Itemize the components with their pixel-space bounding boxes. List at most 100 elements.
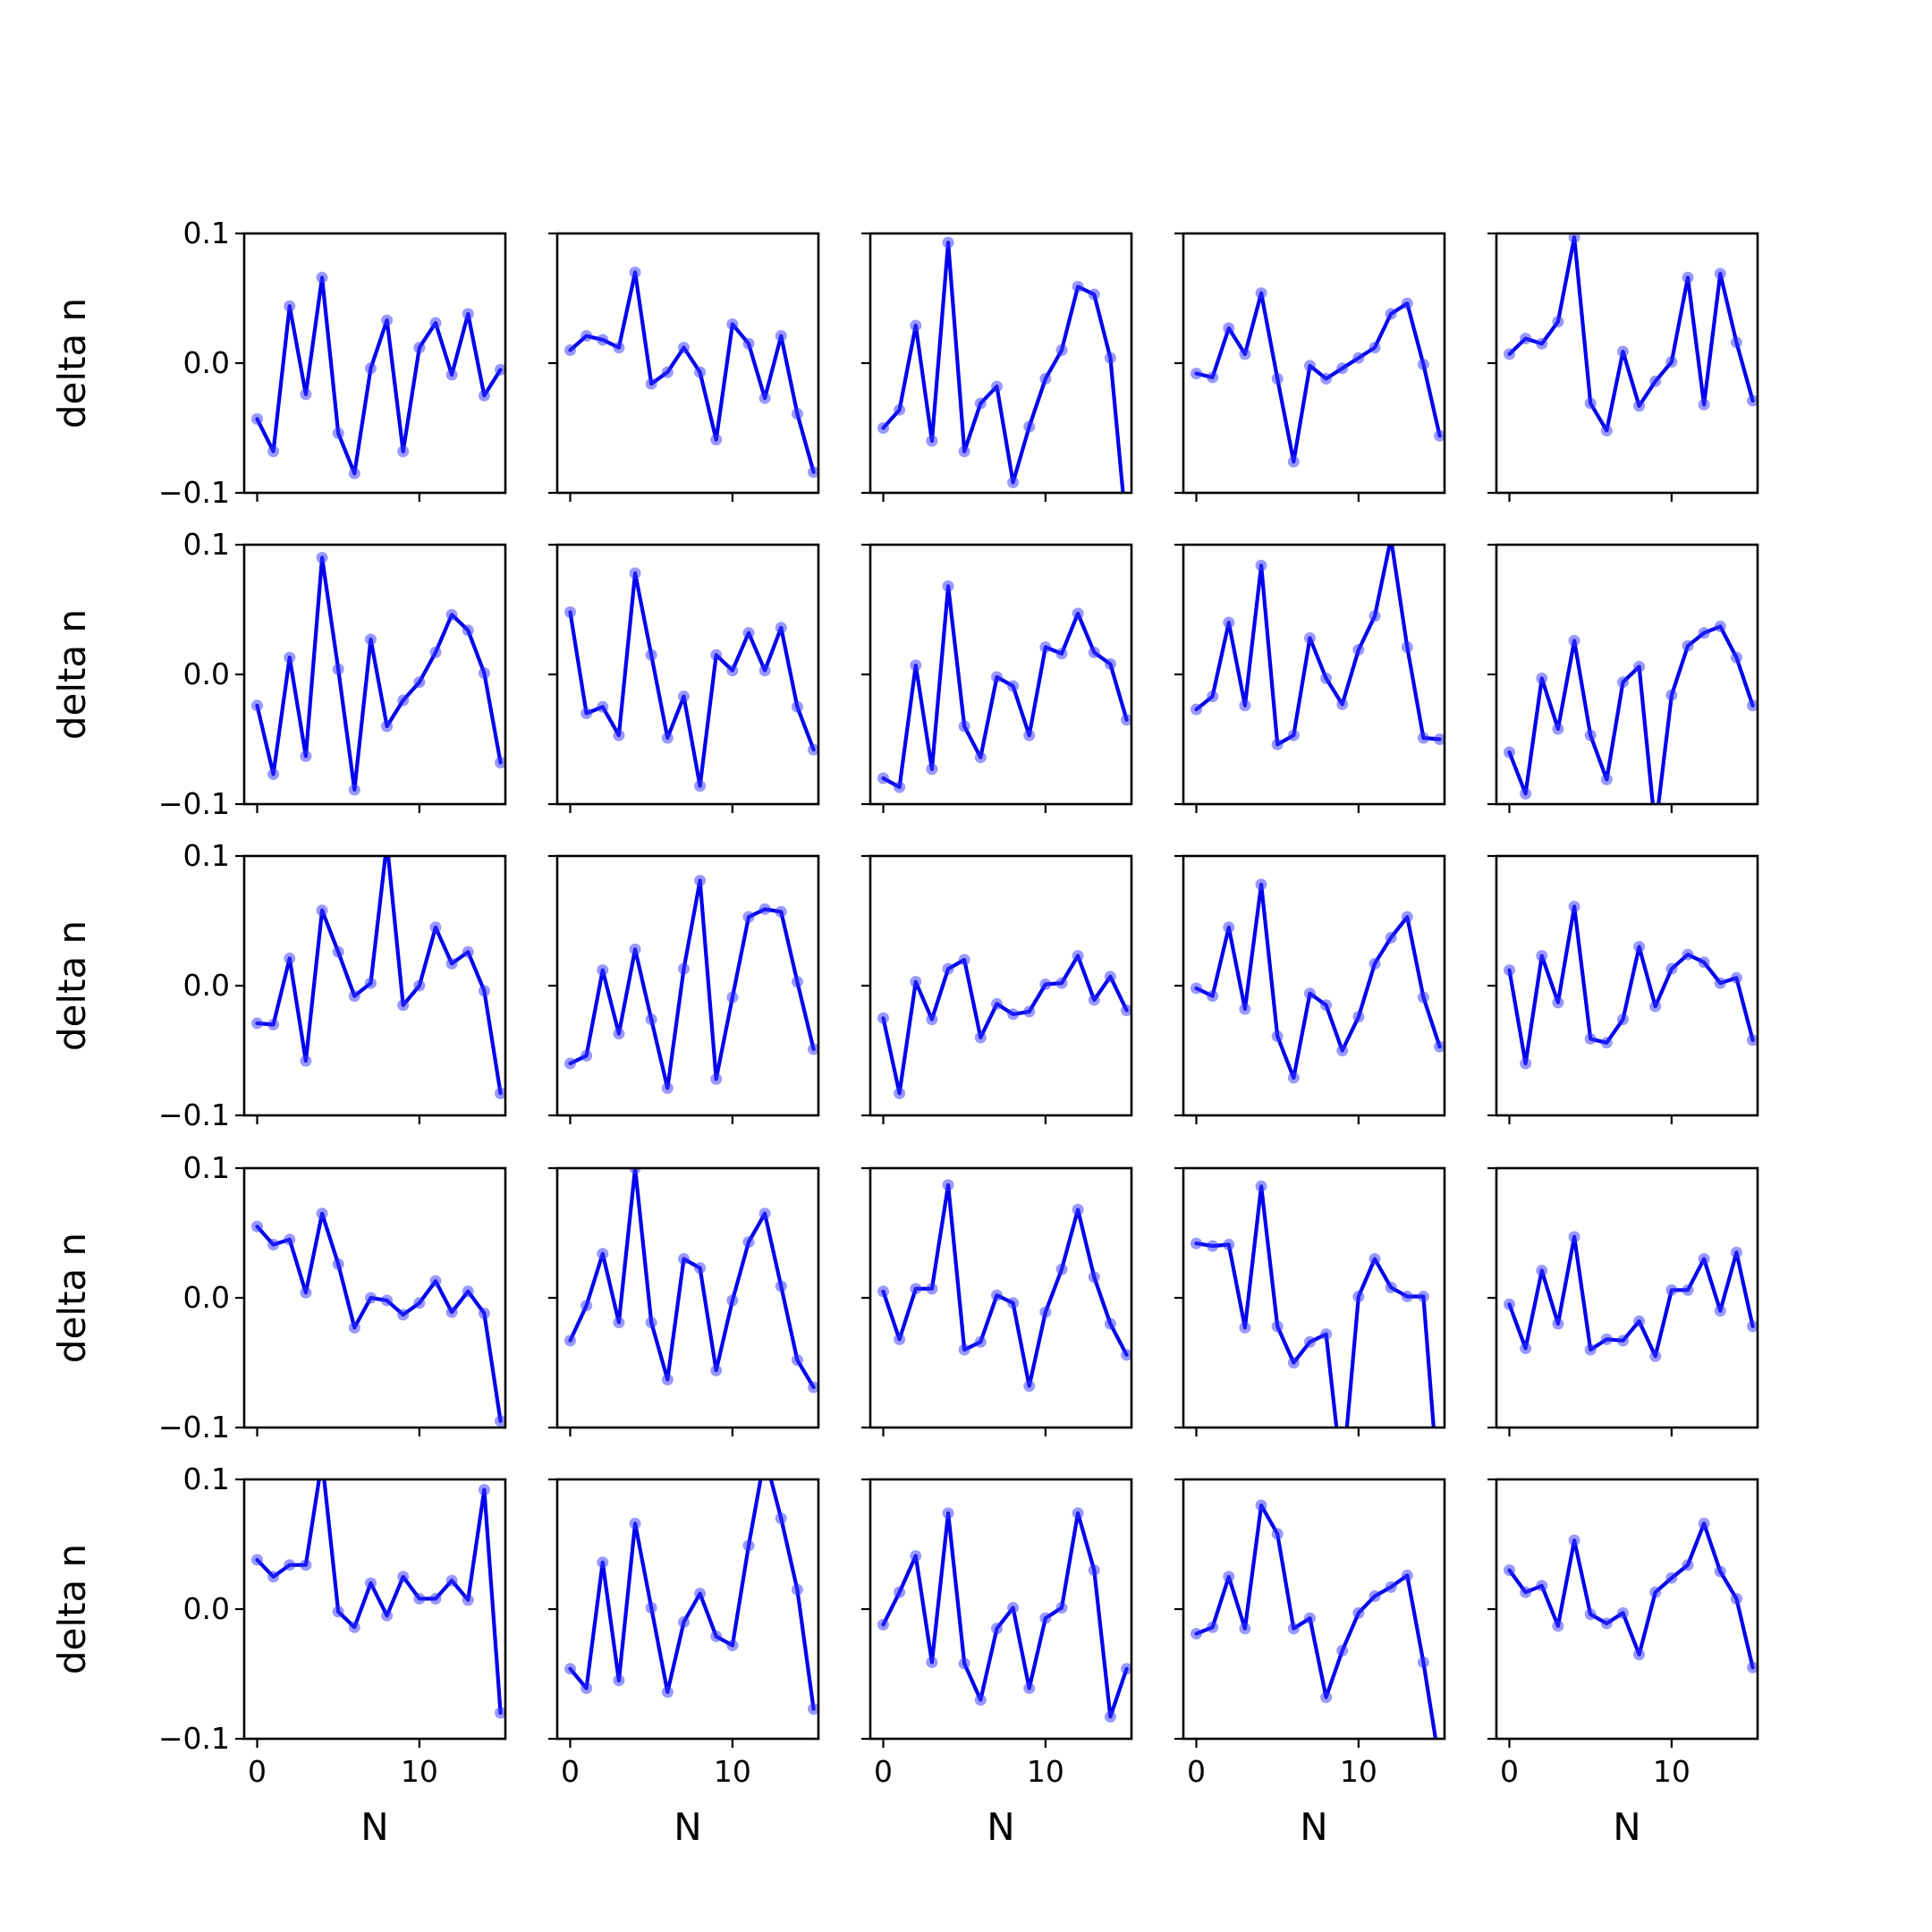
data-point [1698, 1517, 1710, 1530]
data-point [1682, 271, 1694, 284]
data-point [791, 1354, 803, 1367]
data-point [990, 1289, 1003, 1301]
data-point [645, 648, 657, 661]
series-group [251, 552, 505, 796]
data-point [381, 1609, 394, 1622]
data-point [942, 962, 954, 975]
data-point [332, 427, 344, 439]
data-point [1504, 348, 1516, 360]
data-point [462, 308, 474, 320]
data-point [1104, 1710, 1116, 1723]
axes-frame [1182, 854, 1446, 1117]
data-point [1417, 991, 1429, 1004]
data-point [1336, 362, 1349, 375]
data-point [1287, 455, 1300, 468]
data-point [629, 943, 641, 955]
data-point [1072, 1507, 1084, 1520]
data-point [990, 997, 1003, 1010]
series-group [564, 1479, 818, 1716]
data-point [1520, 1057, 1532, 1070]
data-point [877, 422, 890, 434]
y-tick-label: −0.1 [158, 1721, 230, 1756]
data-point [694, 1588, 707, 1600]
data-point [1072, 280, 1084, 292]
panel-r1-c1: −0.1 0.0 0.1 delta n [50, 216, 507, 510]
series-line [881, 1182, 1129, 1388]
y-tick-label: 0.1 [183, 1150, 230, 1185]
data-point [1039, 372, 1052, 385]
panel-r2-c5 [1487, 543, 1759, 813]
series-group [1504, 233, 1758, 436]
axes-frame [869, 543, 1133, 806]
data-point [1536, 1580, 1548, 1592]
data-point [910, 976, 922, 988]
x-tick-label: 10 [714, 1754, 751, 1789]
y-tick-label: 0.0 [183, 968, 230, 1003]
panel-r5-c3: 0 10 N [861, 1478, 1133, 1849]
data-point [742, 911, 755, 923]
data-point [1665, 1284, 1678, 1296]
data-point [1401, 297, 1413, 309]
data-point [1649, 1000, 1662, 1013]
data-point [1121, 526, 1132, 538]
data-point [1287, 1357, 1300, 1368]
series-group [1191, 287, 1445, 468]
series-line [1507, 624, 1755, 804]
data-point [1007, 1297, 1020, 1309]
series-line [255, 856, 503, 1096]
x-tick-label: 10 [1340, 1754, 1377, 1789]
data-point [1121, 1663, 1131, 1675]
data-point [1207, 990, 1219, 1003]
data-point [1191, 703, 1203, 716]
data-point [990, 671, 1003, 683]
data-point [613, 729, 625, 741]
y-tick-label: −0.1 [158, 475, 230, 510]
series-group [251, 271, 505, 479]
data-point [1520, 787, 1532, 800]
data-point [1255, 559, 1267, 572]
data-point [1207, 1621, 1219, 1633]
data-point [1682, 640, 1694, 652]
axes-frame [869, 232, 1133, 495]
data-point [645, 1013, 657, 1026]
data-point [808, 743, 818, 756]
data-point [1104, 1318, 1116, 1330]
series-group [1504, 901, 1758, 1070]
data-point [1385, 1580, 1397, 1593]
series-group [1504, 1231, 1758, 1362]
data-point [1417, 358, 1429, 370]
y-axis-label: delta n [50, 298, 94, 428]
data-point [710, 1072, 723, 1085]
data-point [1665, 1572, 1678, 1584]
data-point [974, 1031, 987, 1044]
data-point [348, 1621, 360, 1633]
data-point [910, 1550, 922, 1563]
data-point [348, 784, 360, 796]
axes-frame [869, 1166, 1133, 1429]
data-point [1320, 1691, 1333, 1704]
data-point [742, 627, 755, 640]
data-point [775, 905, 787, 918]
data-point [1385, 532, 1397, 544]
data-point [1191, 368, 1203, 380]
data-point [364, 977, 377, 989]
data-point [1039, 641, 1052, 654]
data-point [332, 945, 344, 958]
data-point [613, 1317, 625, 1329]
axes-frame [1495, 1478, 1759, 1741]
data-point [1239, 699, 1251, 712]
data-point [645, 377, 657, 390]
series-line [568, 1168, 816, 1390]
x-tick-label: 10 [1653, 1754, 1690, 1789]
data-point [877, 1618, 890, 1631]
data-point [300, 1286, 312, 1299]
data-point [894, 1333, 906, 1345]
data-point [661, 1082, 674, 1095]
data-point [1121, 1004, 1131, 1017]
data-point [775, 622, 787, 634]
data-point [942, 580, 954, 592]
data-point [1336, 1045, 1349, 1056]
data-point [1352, 1011, 1365, 1023]
data-point [462, 1285, 474, 1298]
data-point [1039, 1306, 1052, 1318]
